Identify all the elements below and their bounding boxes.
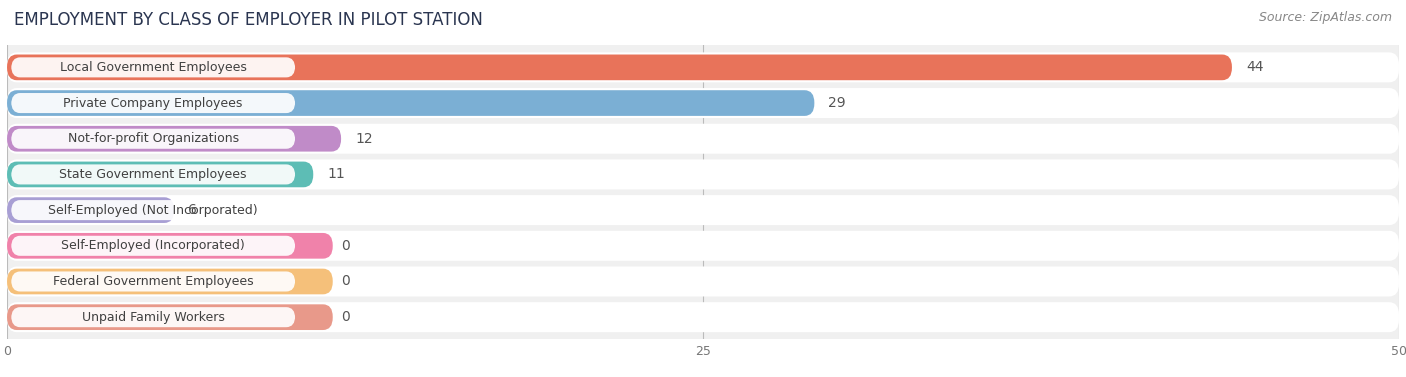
Text: EMPLOYMENT BY CLASS OF EMPLOYER IN PILOT STATION: EMPLOYMENT BY CLASS OF EMPLOYER IN PILOT… (14, 11, 482, 29)
FancyBboxPatch shape (11, 271, 295, 291)
FancyBboxPatch shape (11, 57, 295, 77)
FancyBboxPatch shape (7, 231, 1399, 261)
FancyBboxPatch shape (11, 129, 295, 149)
FancyBboxPatch shape (7, 90, 814, 116)
Text: 0: 0 (342, 239, 350, 253)
FancyBboxPatch shape (7, 304, 333, 330)
FancyBboxPatch shape (7, 55, 1232, 80)
Text: 6: 6 (188, 203, 197, 217)
Text: 0: 0 (342, 274, 350, 288)
Text: Federal Government Employees: Federal Government Employees (53, 275, 253, 288)
FancyBboxPatch shape (7, 88, 1399, 118)
Text: 11: 11 (328, 167, 344, 181)
Text: Self-Employed (Incorporated): Self-Employed (Incorporated) (62, 239, 245, 252)
FancyBboxPatch shape (11, 307, 295, 327)
Text: 29: 29 (828, 96, 846, 110)
Text: 12: 12 (354, 132, 373, 146)
FancyBboxPatch shape (11, 164, 295, 184)
FancyBboxPatch shape (7, 162, 314, 187)
FancyBboxPatch shape (7, 124, 1399, 154)
Text: Local Government Employees: Local Government Employees (59, 61, 246, 74)
FancyBboxPatch shape (7, 126, 342, 152)
FancyBboxPatch shape (7, 302, 1399, 332)
FancyBboxPatch shape (11, 200, 295, 220)
Text: State Government Employees: State Government Employees (59, 168, 247, 181)
FancyBboxPatch shape (7, 267, 1399, 296)
Text: Self-Employed (Not Incorporated): Self-Employed (Not Incorporated) (48, 204, 257, 217)
FancyBboxPatch shape (7, 195, 1399, 225)
FancyBboxPatch shape (7, 269, 333, 294)
FancyBboxPatch shape (7, 52, 1399, 82)
Text: 44: 44 (1246, 60, 1264, 74)
Text: Not-for-profit Organizations: Not-for-profit Organizations (67, 132, 239, 145)
FancyBboxPatch shape (11, 93, 295, 113)
FancyBboxPatch shape (7, 159, 1399, 189)
FancyBboxPatch shape (7, 233, 333, 259)
Text: Private Company Employees: Private Company Employees (63, 97, 243, 110)
Text: Unpaid Family Workers: Unpaid Family Workers (82, 311, 225, 324)
FancyBboxPatch shape (11, 236, 295, 256)
FancyBboxPatch shape (7, 197, 174, 223)
Text: 0: 0 (342, 310, 350, 324)
Text: Source: ZipAtlas.com: Source: ZipAtlas.com (1258, 11, 1392, 24)
